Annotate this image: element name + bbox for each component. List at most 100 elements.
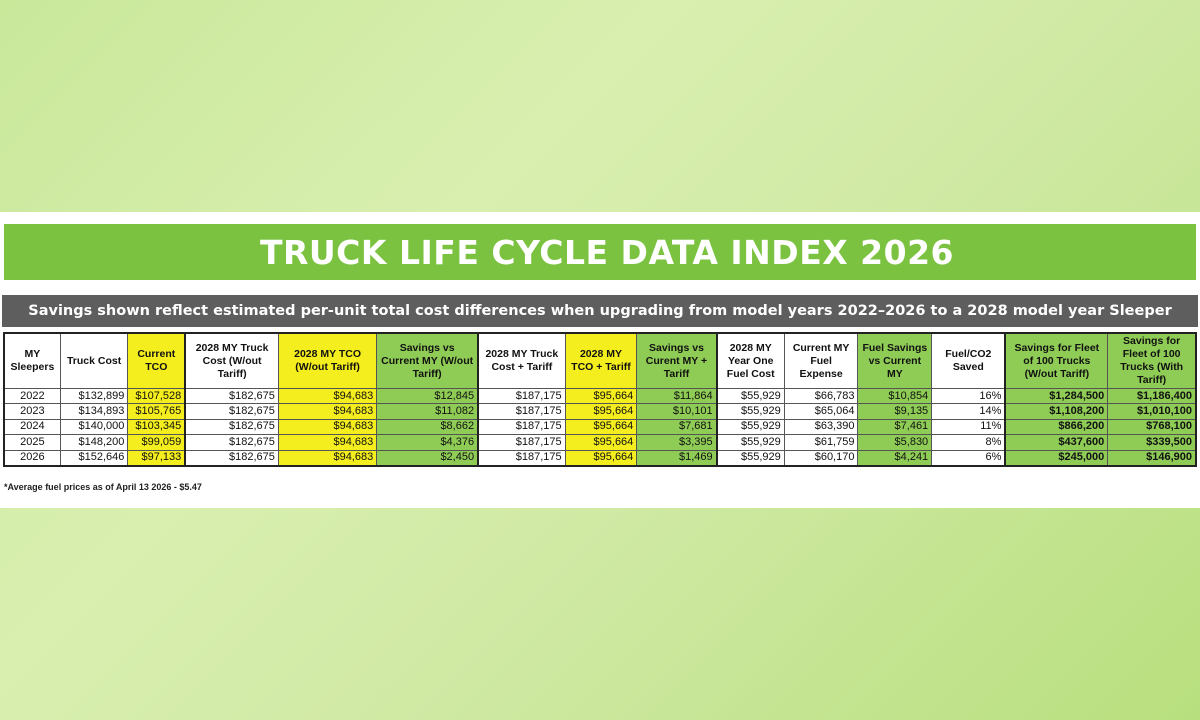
header-cell: Savings for Fleet of 100 Trucks (W/out T… bbox=[1004, 332, 1109, 389]
title-banner: TRUCK LIFE CYCLE DATA INDEX 2026 bbox=[4, 224, 1196, 280]
table-cell: $97,133 bbox=[127, 449, 186, 467]
table-cell: $107,528 bbox=[127, 387, 186, 405]
header-cell: 2028 MY Truck Cost + Tariff bbox=[477, 332, 566, 389]
table-cell: $55,929 bbox=[715, 387, 785, 405]
header-cell: 2028 MY Truck Cost (W/out Tariff) bbox=[184, 332, 279, 389]
table-cell: $2,450 bbox=[376, 449, 479, 467]
table-cell: $55,929 bbox=[715, 449, 785, 467]
table-cell: $94,683 bbox=[277, 387, 378, 405]
table-cell: $1,010,100 bbox=[1107, 403, 1198, 420]
table-cell: $10,101 bbox=[636, 403, 718, 420]
header-row: MY Sleepers Truck Cost Current TCO 2028 … bbox=[2, 332, 1198, 389]
page-subtitle: Savings shown reflect estimated per-unit… bbox=[28, 303, 1172, 319]
table-cell: $95,664 bbox=[564, 434, 638, 451]
header-cell: Savings for Fleet of 100 Trucks (With Ta… bbox=[1107, 332, 1198, 389]
table-cell: $9,135 bbox=[857, 403, 933, 420]
table-cell: $7,681 bbox=[636, 418, 718, 436]
table-cell: $134,893 bbox=[59, 403, 129, 420]
table-cell: 16% bbox=[931, 387, 1006, 405]
table-cell: $10,854 bbox=[857, 387, 933, 405]
table-cell: $182,675 bbox=[184, 403, 279, 420]
header-cell: Fuel/CO2 Saved bbox=[931, 332, 1006, 389]
table-cell: $60,170 bbox=[783, 449, 859, 467]
table-cell: $7,461 bbox=[857, 418, 933, 436]
table-cell: $11,864 bbox=[636, 387, 718, 405]
header-cell: Current MY Fuel Expense bbox=[783, 332, 859, 389]
header-cell: Savings vs Curent MY + Tariff bbox=[636, 332, 718, 389]
table-cell: $4,376 bbox=[376, 434, 479, 451]
subtitle-banner: Savings shown reflect estimated per-unit… bbox=[2, 295, 1198, 327]
table-cell: $182,675 bbox=[184, 387, 279, 405]
table-row: 2023 $134,893 $105,765 $182,675 $94,683 $11,0… bbox=[2, 403, 1198, 420]
table-cell: $182,675 bbox=[184, 434, 279, 451]
table-cell: $1,186,400 bbox=[1107, 387, 1198, 405]
table-row: 2024 $140,000 $103,345 $182,675 $94,683 $8,66… bbox=[2, 418, 1198, 436]
table-cell: $55,929 bbox=[715, 418, 785, 436]
table-cell: 11% bbox=[931, 418, 1006, 436]
header-cell: Current TCO bbox=[127, 332, 186, 389]
table-cell: $5,830 bbox=[857, 434, 933, 451]
table-row: 2022 $132,899 $107,528 $182,675 $94,683 $12,8… bbox=[2, 387, 1198, 405]
life-cycle-table: MY Sleepers Truck Cost Current TCO 2028 … bbox=[2, 332, 1198, 467]
table-cell: $94,683 bbox=[277, 403, 378, 420]
table-cell: 2025 bbox=[2, 434, 61, 451]
table-cell: $146,900 bbox=[1107, 449, 1198, 467]
table-cell: $95,664 bbox=[564, 418, 638, 436]
table-cell: $8,662 bbox=[376, 418, 479, 436]
table-cell: $187,175 bbox=[477, 434, 566, 451]
table-cell: $55,929 bbox=[715, 434, 785, 451]
table-cell: $94,683 bbox=[277, 434, 378, 451]
table-cell: 6% bbox=[931, 449, 1006, 467]
table-cell: $61,759 bbox=[783, 434, 859, 451]
table-row: 2025 $148,200 $99,059 $182,675 $94,683 $4,376… bbox=[2, 434, 1198, 451]
table-cell: $95,664 bbox=[564, 387, 638, 405]
table-cell: $339,500 bbox=[1107, 434, 1198, 451]
table-cell: $65,064 bbox=[783, 403, 859, 420]
table-cell: 8% bbox=[931, 434, 1006, 451]
table-cell: 2026 bbox=[2, 449, 61, 467]
table-cell: $95,664 bbox=[564, 449, 638, 467]
table-cell: $63,390 bbox=[783, 418, 859, 436]
table-cell: $182,675 bbox=[184, 449, 279, 467]
table-cell: $66,783 bbox=[783, 387, 859, 405]
table-cell: $95,664 bbox=[564, 403, 638, 420]
table-row: 2026 $152,646 $97,133 $182,675 $94,683 $2,450… bbox=[2, 449, 1198, 467]
table-cell: $148,200 bbox=[59, 434, 129, 451]
table-cell: $437,600 bbox=[1004, 434, 1109, 451]
table-cell: $3,395 bbox=[636, 434, 718, 451]
table-cell: $187,175 bbox=[477, 449, 566, 467]
data-index-card: TRUCK LIFE CYCLE DATA INDEX 2026 Savings… bbox=[0, 212, 1200, 508]
header-cell: Fuel Savings vs Current MY bbox=[857, 332, 933, 389]
table-cell: $768,100 bbox=[1107, 418, 1198, 436]
table-cell: $94,683 bbox=[277, 449, 378, 467]
table-cell: 2024 bbox=[2, 418, 61, 436]
table-cell: $245,000 bbox=[1004, 449, 1109, 467]
header-cell: Savings vs Current MY (W/out Tariff) bbox=[376, 332, 479, 389]
table-cell: $103,345 bbox=[127, 418, 186, 436]
table-cell: $12,845 bbox=[376, 387, 479, 405]
table-cell: $11,082 bbox=[376, 403, 479, 420]
table-cell: $152,646 bbox=[59, 449, 129, 467]
table-cell: $94,683 bbox=[277, 418, 378, 436]
table-cell: $4,241 bbox=[857, 449, 933, 467]
page-title: TRUCK LIFE CYCLE DATA INDEX 2026 bbox=[259, 232, 955, 272]
header-cell: 2028 MY TCO (W/out Tariff) bbox=[277, 332, 378, 389]
header-cell: 2028 MY Year One Fuel Cost bbox=[715, 332, 785, 389]
table-cell: 14% bbox=[931, 403, 1006, 420]
table-cell: $1,469 bbox=[636, 449, 718, 467]
table-cell: $1,284,500 bbox=[1004, 387, 1109, 405]
table-cell: 2023 bbox=[2, 403, 61, 420]
table-cell: $105,765 bbox=[127, 403, 186, 420]
table-cell: $55,929 bbox=[715, 403, 785, 420]
fuel-price-footnote: *Average fuel prices as of April 13 2026… bbox=[4, 482, 202, 492]
table-cell: $140,000 bbox=[59, 418, 129, 436]
table-cell: $99,059 bbox=[127, 434, 186, 451]
table-cell: $866,200 bbox=[1004, 418, 1109, 436]
table-cell: $1,108,200 bbox=[1004, 403, 1109, 420]
header-cell: 2028 MY TCO + Tariff bbox=[564, 332, 638, 389]
header-cell: MY Sleepers bbox=[2, 332, 61, 389]
header-cell: Truck Cost bbox=[59, 332, 129, 389]
table-cell: $187,175 bbox=[477, 418, 566, 436]
table-cell: $182,675 bbox=[184, 418, 279, 436]
table-cell: 2022 bbox=[2, 387, 61, 405]
